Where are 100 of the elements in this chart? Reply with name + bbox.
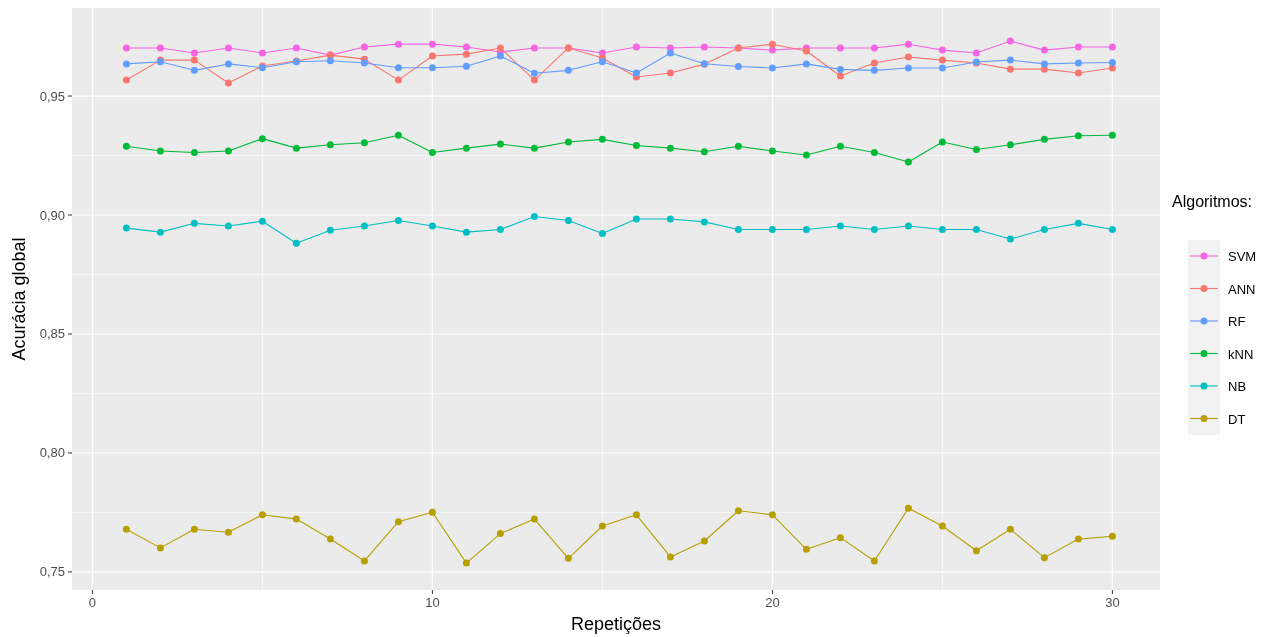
point — [360, 43, 368, 51]
point — [666, 553, 674, 561]
point — [428, 148, 436, 156]
point — [802, 545, 810, 553]
point — [462, 43, 470, 51]
point — [190, 66, 198, 74]
point — [394, 518, 402, 526]
point — [530, 44, 538, 52]
point — [122, 44, 130, 52]
x-tick-label: 30 — [1105, 595, 1120, 610]
point — [598, 135, 606, 143]
point — [836, 222, 844, 230]
point — [700, 148, 708, 156]
point — [598, 230, 606, 238]
point — [666, 69, 674, 77]
y-tick-label: 0,95 — [39, 88, 65, 104]
point — [1108, 58, 1116, 66]
point — [326, 57, 334, 65]
x-tick-label: 10 — [425, 595, 440, 610]
legend-label: RF — [1228, 314, 1246, 329]
point — [1040, 46, 1048, 54]
point — [1074, 535, 1082, 543]
point — [326, 141, 334, 149]
point — [836, 142, 844, 150]
point — [394, 131, 402, 139]
point — [156, 228, 164, 236]
point — [394, 76, 402, 84]
point — [938, 138, 946, 146]
point — [428, 52, 436, 60]
point — [428, 40, 436, 48]
point — [190, 219, 198, 227]
y-tick-label: 0,90 — [39, 207, 65, 223]
point — [394, 216, 402, 224]
point — [1108, 532, 1116, 540]
point — [530, 515, 538, 523]
legend-label: SVM — [1228, 249, 1257, 264]
point — [292, 515, 300, 523]
point — [972, 146, 980, 154]
point — [1108, 43, 1116, 51]
point — [462, 62, 470, 70]
point — [156, 147, 164, 155]
point — [564, 554, 572, 562]
point — [870, 44, 878, 52]
point — [122, 76, 130, 84]
point — [360, 139, 368, 147]
point — [258, 49, 266, 57]
point — [530, 212, 538, 220]
point — [802, 151, 810, 159]
point — [598, 58, 606, 66]
point — [1074, 43, 1082, 51]
point — [938, 64, 946, 72]
point — [700, 218, 708, 226]
point — [632, 69, 640, 77]
x-axis-title: Repetições — [570, 614, 662, 634]
point — [496, 530, 504, 538]
point — [462, 50, 470, 58]
point — [904, 40, 912, 48]
point — [530, 69, 538, 77]
point — [904, 222, 912, 230]
point — [360, 557, 368, 565]
point — [632, 215, 640, 223]
point — [836, 44, 844, 52]
point — [428, 222, 436, 230]
point — [1006, 65, 1014, 73]
point — [462, 559, 470, 567]
point — [496, 44, 504, 52]
point — [1006, 141, 1014, 149]
point — [836, 72, 844, 80]
point — [904, 53, 912, 61]
point — [1040, 226, 1048, 234]
point — [122, 525, 130, 533]
point — [666, 215, 674, 223]
y-tick-label: 0,80 — [39, 445, 65, 461]
y-tick-label: 0,75 — [39, 564, 65, 580]
point — [190, 56, 198, 64]
point — [632, 43, 640, 51]
point — [836, 534, 844, 542]
point — [904, 64, 912, 72]
point — [564, 66, 572, 74]
point — [530, 144, 538, 152]
point — [768, 147, 776, 155]
point — [564, 216, 572, 224]
point — [224, 528, 232, 536]
point — [224, 60, 232, 68]
point — [768, 511, 776, 519]
point — [768, 64, 776, 72]
point — [768, 40, 776, 48]
point — [700, 537, 708, 545]
point — [530, 76, 538, 84]
point — [1074, 69, 1082, 77]
point — [870, 557, 878, 565]
point — [1040, 554, 1048, 562]
point — [1040, 60, 1048, 68]
point — [190, 49, 198, 57]
point — [836, 65, 844, 73]
point — [224, 79, 232, 87]
point — [904, 158, 912, 166]
point — [938, 226, 946, 234]
point — [938, 522, 946, 530]
point — [224, 222, 232, 230]
